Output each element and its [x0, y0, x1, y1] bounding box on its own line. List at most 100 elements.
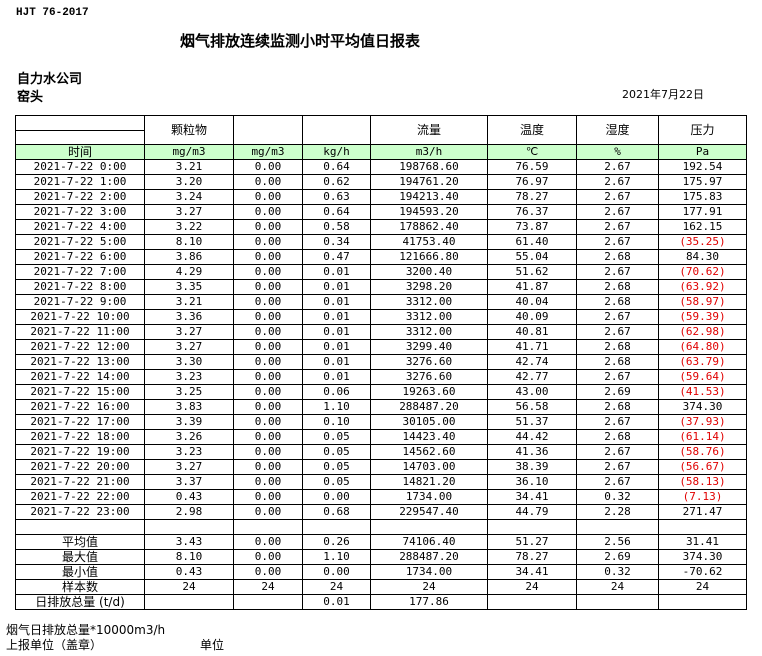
- cell-particulate-converted: 0.00: [233, 249, 303, 265]
- cell-temperature: 40.04: [487, 294, 577, 310]
- cell-pressure: 175.83: [658, 189, 747, 205]
- cell-temperature: 55.04: [487, 249, 577, 265]
- cell-particulate: 3.23: [144, 444, 234, 460]
- cell-time: 时间: [15, 144, 145, 160]
- cell-time: 最小值: [15, 564, 145, 580]
- cell-time: 2021-7-22 0:00: [15, 159, 145, 175]
- cell-time: 2021-7-22 13:00: [15, 354, 145, 370]
- cell-temperature: 41.36: [487, 444, 577, 460]
- cell-pressure: 24: [658, 579, 747, 595]
- cell-emission-rate: 0.10: [302, 414, 371, 430]
- cell-emission-rate: 1.10: [302, 399, 371, 415]
- cell-particulate-converted: 0.00: [233, 504, 303, 520]
- cell-particulate: 3.37: [144, 474, 234, 490]
- cell-flow: 19263.60: [370, 384, 488, 400]
- cell-temperature: 73.87: [487, 219, 577, 235]
- cell-particulate-converted: [233, 594, 303, 610]
- cell-temperature: 44.79: [487, 504, 577, 520]
- cell-temperature: 41.71: [487, 339, 577, 355]
- cell-particulate-converted: mg/m3: [233, 144, 303, 160]
- cell-emission-rate: [302, 519, 371, 535]
- cell-emission-rate: 0.64: [302, 159, 371, 175]
- cell-pressure: 271.47: [658, 504, 747, 520]
- cell-time: 2021-7-22 19:00: [15, 444, 145, 460]
- cell-time: 2021-7-22 6:00: [15, 249, 145, 265]
- cell-emission-rate: 0.47: [302, 249, 371, 265]
- cell-emission-rate: 1.10: [302, 549, 371, 565]
- cell-particulate: 3.83: [144, 399, 234, 415]
- cell-particulate: 2.98: [144, 504, 234, 520]
- cell-particulate-converted: 0.00: [233, 414, 303, 430]
- cell-pressure: (41.53): [658, 384, 747, 400]
- cell-flow: 3299.40: [370, 339, 488, 355]
- cell-emission-rate: 0.34: [302, 234, 371, 250]
- cell-flow: 14562.60: [370, 444, 488, 460]
- cell-humidity: 2.67: [576, 324, 659, 340]
- cell-particulate-converted: 0.00: [233, 384, 303, 400]
- cell-flow: 194213.40: [370, 189, 488, 205]
- summary-row: 平均值 3.43 0.00 0.26 74106.40 51.27 2.56 31.41: [15, 534, 747, 550]
- cell-time: 2021-7-22 12:00: [15, 339, 145, 355]
- table-row: 2021-7-22 12:00 3.27 0.00 0.01 3299.40 41.71 2…: [15, 339, 747, 355]
- cell-humidity: 2.67: [576, 159, 659, 175]
- cell-emission-rate: 0.01: [302, 339, 371, 355]
- table-row: 2021-7-22 13:00 3.30 0.00 0.01 3276.60 42.74 2…: [15, 354, 747, 370]
- cell-emission-rate: 0.05: [302, 444, 371, 460]
- table-row: 2021-7-22 20:00 3.27 0.00 0.05 14703.00 38.39…: [15, 459, 747, 475]
- summary-row: 样本数 24 24 24 24 24 24 24: [15, 579, 747, 595]
- cell-time: 2021-7-22 2:00: [15, 189, 145, 205]
- cell-pressure: (35.25): [658, 234, 747, 250]
- cell-flow: 3312.00: [370, 294, 488, 310]
- cell-particulate: 3.23: [144, 369, 234, 385]
- cell-humidity: 2.67: [576, 189, 659, 205]
- cell-humidity: 2.67: [576, 219, 659, 235]
- cell-flow: 229547.40: [370, 504, 488, 520]
- cell-flow: 14423.40: [370, 429, 488, 445]
- standard-code: HJT 76-2017: [16, 7, 89, 19]
- cell-humidity: 2.67: [576, 264, 659, 280]
- cell-flow: 121666.80: [370, 249, 488, 265]
- cell-humidity: 2.68: [576, 354, 659, 370]
- cell-flow: 14703.00: [370, 459, 488, 475]
- cell-time: 2021-7-22 15:00: [15, 384, 145, 400]
- cell-time: 2021-7-22 4:00: [15, 219, 145, 235]
- cell-particulate-converted: 0.00: [233, 219, 303, 235]
- cell-temperature: 42.74: [487, 354, 577, 370]
- cell-time: 2021-7-22 7:00: [15, 264, 145, 280]
- footer-note: 烟气日排放总量*10000m3/h: [6, 623, 166, 637]
- table-row: 2021-7-22 9:00 3.21 0.00 0.01 3312.00 40.04 2.…: [15, 294, 747, 310]
- cell-flow: 流量: [370, 115, 488, 145]
- cell-emission-rate: 0.26: [302, 534, 371, 550]
- cell-particulate: 3.25: [144, 384, 234, 400]
- cell-emission-rate: 0.01: [302, 264, 371, 280]
- cell-particulate-converted: 0.00: [233, 174, 303, 190]
- cell-particulate-converted: 0.00: [233, 264, 303, 280]
- units-row: 时间 mg/m3 mg/m3 kg/h m3/h ℃% Pa: [15, 144, 747, 160]
- cell-particulate-converted: 0.00: [233, 324, 303, 340]
- summary-row: 最大值 8.10 0.00 1.10 288487.20 78.27 2.69 374.30: [15, 549, 747, 565]
- cell-time: 2021-7-22 22:00: [15, 489, 145, 505]
- cell-emission-rate: 0.63: [302, 189, 371, 205]
- table-row: 2021-7-22 21:00 3.37 0.00 0.05 14821.20 36.10…: [15, 474, 747, 490]
- cell-humidity: 24: [576, 579, 659, 595]
- table-row: 2021-7-22 23:00 2.98 0.00 0.68 229547.40 44.7…: [15, 504, 747, 520]
- cell-particulate: 8.10: [144, 549, 234, 565]
- cell-particulate-converted: 0.00: [233, 444, 303, 460]
- cell-time: 2021-7-22 1:00: [15, 174, 145, 190]
- cell-time: [15, 115, 145, 145]
- cell-particulate: 3.26: [144, 429, 234, 445]
- cell-time: 2021-7-22 23:00: [15, 504, 145, 520]
- cell-humidity: 2.68: [576, 279, 659, 295]
- table-row: 2021-7-22 0:00 3.21 0.00 0.64 198768.60 76.59…: [15, 159, 747, 175]
- cell-emission-rate: 0.05: [302, 474, 371, 490]
- cell-humidity: 2.69: [576, 384, 659, 400]
- cell-particulate-converted: 0.00: [233, 429, 303, 445]
- cell-particulate: 3.27: [144, 339, 234, 355]
- cell-temperature: 44.42: [487, 429, 577, 445]
- cell-flow: 288487.20: [370, 549, 488, 565]
- cell-flow: 41753.40: [370, 234, 488, 250]
- cell-particulate: 颗粒物: [144, 115, 234, 145]
- cell-time: [15, 519, 145, 535]
- cell-time: 2021-7-22 21:00: [15, 474, 145, 490]
- cell-time: 2021-7-22 20:00: [15, 459, 145, 475]
